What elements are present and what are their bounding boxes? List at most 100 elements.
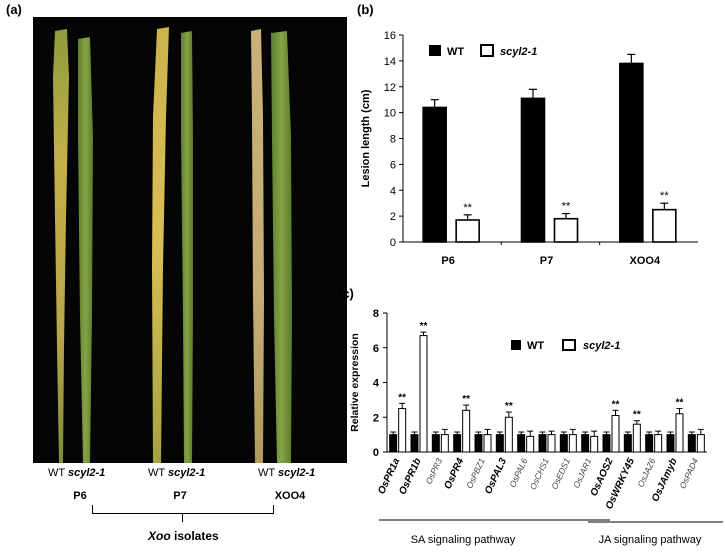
bar-scyl2-1 <box>419 335 428 453</box>
significance-label: ** <box>505 401 513 412</box>
leaf-xoo4-wt <box>251 29 264 463</box>
y-tick-label: 16 <box>384 30 396 42</box>
bar-scyl2-1 <box>398 408 407 453</box>
bar-wt <box>495 434 504 453</box>
leaf-p7-scyl2-1 <box>181 31 193 463</box>
y-tick-label: 12 <box>384 82 396 94</box>
mutant-label: scyl2-1 <box>277 467 316 479</box>
legend-wt-swatch <box>511 340 521 350</box>
isolate-label: P7 <box>173 490 187 502</box>
bar-scyl2-1 <box>483 434 492 453</box>
leaf-xoo4-scyl2-1 <box>271 31 292 463</box>
legend-mutant-swatch <box>480 44 494 57</box>
gene-label: OsCHS1 <box>528 456 551 491</box>
bar-scyl2-1 <box>440 434 449 453</box>
bar-scyl2-1 <box>455 219 480 243</box>
gene-label: OsPR4 <box>443 456 467 491</box>
bar-scyl2-1 <box>568 434 577 453</box>
leaf-photo <box>33 17 347 463</box>
bar-wt <box>645 434 654 453</box>
bar-wt <box>422 106 447 243</box>
y-tick-label: 2 <box>373 412 379 424</box>
category-label: XOO4 <box>630 255 661 267</box>
bar-wt <box>389 434 398 453</box>
y-axis-title: Lesion length (cm) <box>360 89 372 187</box>
y-tick-label: 10 <box>384 108 396 120</box>
legend-mutant-swatch <box>562 339 576 351</box>
bar-wt <box>581 434 590 453</box>
leaf-p6-wt <box>53 29 69 463</box>
significance-label: ** <box>660 190 669 202</box>
bar-scyl2-1 <box>462 409 471 453</box>
bar-scyl2-1 <box>652 208 677 243</box>
bar-scyl2-1 <box>654 434 663 453</box>
y-tick-label: 0 <box>373 447 379 459</box>
y-tick-label: 4 <box>390 185 396 197</box>
bar-wt <box>431 434 440 453</box>
legend-mutant-label: scyl2-1 <box>500 46 537 58</box>
mutant-label: scyl2-1 <box>167 467 206 479</box>
significance-label: ** <box>398 392 406 403</box>
bar-wt <box>619 62 644 243</box>
panel-c-label: (c) <box>338 286 354 301</box>
gene-label: OsPAL6 <box>507 456 529 489</box>
lesion-length-chart: 0 2 4 6 8 10 12 14 16 Lesion length (cm) ** P6 ** P7 *… <box>360 30 698 267</box>
isolate-bracket <box>92 505 274 514</box>
gene-label: OsPAL3 <box>483 456 509 496</box>
y-tick-label: 0 <box>390 237 396 249</box>
y-tick-label: 4 <box>373 378 380 390</box>
significance-label: ** <box>676 398 684 409</box>
category-label: P6 <box>441 255 454 267</box>
significance-label: ** <box>462 394 470 405</box>
bar-wt <box>538 434 547 453</box>
bar-wt <box>410 434 419 453</box>
wt-label: WT <box>258 467 275 479</box>
gene-label: OsPBZ1 <box>464 456 487 490</box>
significance-label: ** <box>463 202 472 214</box>
bar-scyl2-1 <box>696 434 705 453</box>
significance-label: ** <box>562 201 571 213</box>
bar-scyl2-1 <box>611 415 620 453</box>
leaf-p7-wt <box>152 27 169 463</box>
leaf-group-genotype-labels: WT scyl2-1 <box>48 467 105 479</box>
panel-a-label: (a) <box>6 2 22 17</box>
bar-scyl2-1 <box>553 217 579 243</box>
isolate-label: XOO4 <box>274 490 306 502</box>
gene-label: OsEDS1 <box>549 456 572 490</box>
bar-scyl2-1 <box>526 435 535 453</box>
gene-label: OsJAR1 <box>571 456 594 489</box>
legend-wt-swatch <box>429 45 441 56</box>
y-tick-label: 8 <box>373 308 379 320</box>
bar-wt <box>517 434 526 453</box>
legend-wt-label: WT <box>447 46 464 58</box>
gene-label: OsJAZ6 <box>635 456 657 488</box>
legend-wt-label: WT <box>527 340 544 352</box>
leaf-group-genotype-labels: WT scyl2-1 <box>258 467 315 479</box>
sa-pathway-label: SA signaling pathway <box>411 534 516 546</box>
bar-wt <box>520 97 546 243</box>
significance-label: ** <box>612 399 620 410</box>
gene-label: OsPAD4 <box>677 456 700 490</box>
bar-wt <box>623 434 632 453</box>
bar-scyl2-1 <box>632 423 641 453</box>
bar-scyl2-1 <box>547 434 556 453</box>
ja-pathway-label: JA signaling pathway <box>599 534 702 546</box>
bar-wt <box>687 434 696 453</box>
leaf-p6-scyl2-1 <box>78 37 93 463</box>
category-label: P7 <box>540 255 553 267</box>
y-tick-label: 6 <box>390 159 396 171</box>
bar-scyl2-1 <box>675 413 684 453</box>
y-tick-label: 14 <box>384 56 396 68</box>
bar-wt <box>474 434 483 453</box>
isolate-label: P6 <box>73 490 87 502</box>
bar-scyl2-1 <box>504 416 513 453</box>
legend-mutant-label: scyl2-1 <box>583 340 620 352</box>
mutant-label: scyl2-1 <box>67 467 106 479</box>
isolate-bracket-stem <box>182 513 183 522</box>
y-tick-label: 2 <box>390 211 396 223</box>
significance-label: ** <box>633 410 641 421</box>
wt-label: WT <box>148 467 165 479</box>
gene-label: OsPR3 <box>424 456 445 485</box>
panel-b-label: (b) <box>357 2 374 17</box>
